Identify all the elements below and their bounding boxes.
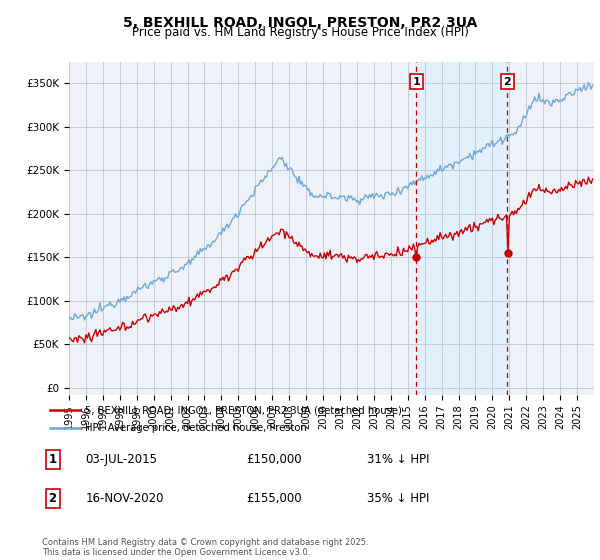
Text: 31% ↓ HPI: 31% ↓ HPI [367,453,429,466]
Bar [416,62,507,395]
Text: 03-JUL-2015: 03-JUL-2015 [85,453,157,466]
Text: £155,000: £155,000 [247,492,302,505]
Text: Price paid vs. HM Land Registry's House Price Index (HPI): Price paid vs. HM Land Registry's House … [131,26,469,39]
Text: £150,000: £150,000 [247,453,302,466]
Text: 35% ↓ HPI: 35% ↓ HPI [367,492,429,505]
Text: 1: 1 [412,77,420,87]
Text: 16-NOV-2020: 16-NOV-2020 [85,492,164,505]
Text: 1: 1 [49,453,57,466]
Text: Contains HM Land Registry data © Crown copyright and database right 2025.
This d: Contains HM Land Registry data © Crown c… [42,538,368,557]
Text: 5, BEXHILL ROAD, INGOL, PRESTON, PR2 3UA: 5, BEXHILL ROAD, INGOL, PRESTON, PR2 3UA [123,16,477,30]
Text: 5, BEXHILL ROAD, INGOL, PRESTON, PR2 3UA (detached house): 5, BEXHILL ROAD, INGOL, PRESTON, PR2 3UA… [85,405,402,415]
Text: 2: 2 [49,492,57,505]
Text: HPI: Average price, detached house, Preston: HPI: Average price, detached house, Pres… [85,423,307,433]
Text: 2: 2 [503,77,511,87]
